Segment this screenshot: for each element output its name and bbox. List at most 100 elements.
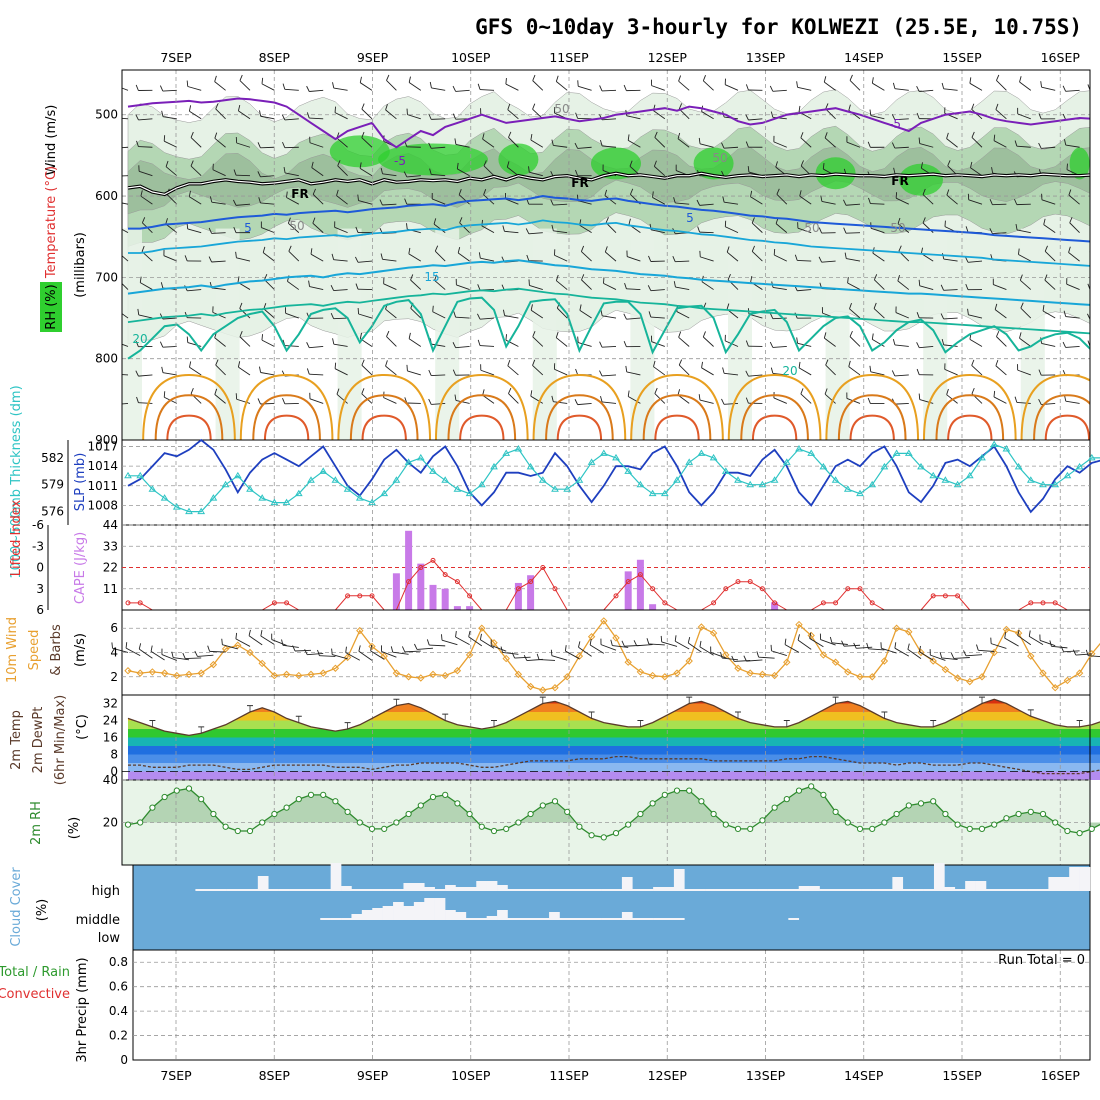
wind-barb-flag bbox=[605, 217, 609, 223]
thickness-marker bbox=[526, 462, 535, 470]
li-marker bbox=[857, 586, 863, 592]
heat-contour bbox=[837, 394, 907, 440]
wind-barb-flag bbox=[971, 103, 975, 110]
cloud-bar-high bbox=[694, 889, 706, 891]
wind-barb-flag bbox=[385, 104, 388, 111]
wind-barb bbox=[285, 312, 299, 319]
wind-barb bbox=[441, 639, 458, 646]
wind-barb-flag bbox=[849, 330, 853, 337]
wind10-marker bbox=[783, 658, 791, 666]
thickness-marker bbox=[258, 494, 267, 501]
cloud-bar-high bbox=[850, 889, 862, 891]
wind-barb bbox=[455, 400, 470, 404]
wind-barb bbox=[991, 643, 1007, 649]
wind-barb-flag bbox=[623, 341, 627, 347]
wind-barb-flag bbox=[555, 331, 559, 338]
wind-barb bbox=[165, 166, 178, 177]
ylabel-wind10: Speed bbox=[27, 630, 42, 671]
wind-barb-flag bbox=[720, 652, 723, 659]
thickness-marker bbox=[758, 480, 767, 488]
upper-air-inner bbox=[122, 74, 1090, 440]
wind-barb bbox=[261, 227, 275, 234]
wind-barb bbox=[600, 644, 617, 651]
wind-barb-flag bbox=[332, 338, 335, 345]
wind10-marker bbox=[600, 617, 608, 625]
wind-barb bbox=[459, 222, 470, 233]
wind-barb-flag bbox=[648, 311, 652, 318]
wind-barb bbox=[602, 315, 617, 319]
thickness-marker bbox=[551, 485, 559, 492]
wind-barb bbox=[211, 232, 226, 234]
rh2m-marker bbox=[271, 810, 278, 818]
wind-barb-flag bbox=[165, 218, 168, 225]
thickness-marker bbox=[965, 471, 974, 479]
rh2m-marker bbox=[661, 791, 668, 798]
wind-barb-flag bbox=[136, 140, 139, 147]
wind-barb-flag bbox=[756, 651, 760, 658]
wind-barb bbox=[919, 651, 934, 661]
wind-barb bbox=[358, 200, 373, 205]
wind-barb bbox=[332, 654, 348, 660]
rh2m-marker bbox=[1088, 825, 1095, 832]
wind-barb-flag bbox=[869, 365, 872, 372]
rh2m-marker bbox=[417, 802, 424, 809]
wind10-marker bbox=[685, 657, 693, 665]
wind-barb bbox=[505, 198, 519, 205]
wind-barb-flag bbox=[508, 387, 512, 394]
wind-barb bbox=[797, 289, 812, 292]
wind-barb-flag bbox=[386, 330, 390, 337]
wind-barb bbox=[701, 281, 714, 290]
wind-barb bbox=[824, 393, 836, 404]
slp-tick: 1011 bbox=[87, 479, 118, 493]
rh2m-marker bbox=[539, 802, 546, 809]
wind10-marker bbox=[526, 682, 535, 691]
ylabel-cape: CAPE (J/kg) bbox=[73, 532, 88, 604]
wind-barb bbox=[163, 140, 177, 148]
wind-barb-flag bbox=[574, 399, 579, 405]
cloud-bar-high bbox=[673, 869, 685, 891]
wind-barb-flag bbox=[379, 199, 383, 206]
wind-barb bbox=[189, 110, 202, 120]
thickness-marker bbox=[612, 453, 620, 461]
wind-barb bbox=[187, 86, 202, 91]
wind-barb-flag bbox=[482, 389, 485, 396]
wind-barb-flag bbox=[390, 646, 394, 653]
rh2m-marker bbox=[405, 810, 412, 818]
ylabel-millibars: (millibars) bbox=[73, 232, 88, 298]
wind-barb bbox=[919, 143, 934, 148]
wind10-marker bbox=[392, 669, 401, 677]
wind-barb-flag bbox=[428, 113, 432, 120]
wind-barb bbox=[996, 336, 1007, 347]
rh2m-marker bbox=[734, 825, 742, 832]
cloud-bar-high bbox=[975, 881, 987, 891]
wind10-marker bbox=[941, 665, 950, 674]
wind-barb-flag bbox=[843, 227, 847, 234]
wind-barb-flag bbox=[918, 393, 921, 400]
date-label-top: 15SEP bbox=[942, 50, 982, 65]
wind-barb-flag bbox=[281, 114, 286, 121]
wind-barb bbox=[312, 222, 324, 233]
wind10-tick: 4 bbox=[110, 646, 118, 660]
li-line bbox=[603, 573, 678, 611]
wind-barb bbox=[480, 257, 495, 262]
wind-barb bbox=[678, 364, 690, 376]
thickness-marker bbox=[746, 480, 755, 488]
wind-barb-flag bbox=[433, 218, 437, 225]
wind-barb bbox=[873, 308, 885, 319]
thickness-marker bbox=[660, 489, 669, 497]
wind10-marker bbox=[953, 674, 962, 682]
wind-barb bbox=[700, 256, 714, 262]
wind-barb-flag bbox=[408, 332, 411, 339]
wind-barb bbox=[628, 396, 641, 404]
wind-barb bbox=[577, 146, 592, 149]
thickness-marker bbox=[1014, 462, 1023, 470]
ylabel-rh2m-unit: (%) bbox=[67, 817, 82, 840]
rh-high-blob bbox=[378, 143, 488, 176]
wind-barb-flag bbox=[479, 633, 482, 640]
thickness-marker bbox=[380, 489, 389, 497]
cloud-bar-high bbox=[559, 889, 571, 891]
wind-barb-flag bbox=[892, 82, 896, 89]
wind-barb-flag bbox=[288, 245, 292, 252]
thickness-marker bbox=[685, 458, 694, 465]
heat-contour bbox=[154, 394, 224, 440]
